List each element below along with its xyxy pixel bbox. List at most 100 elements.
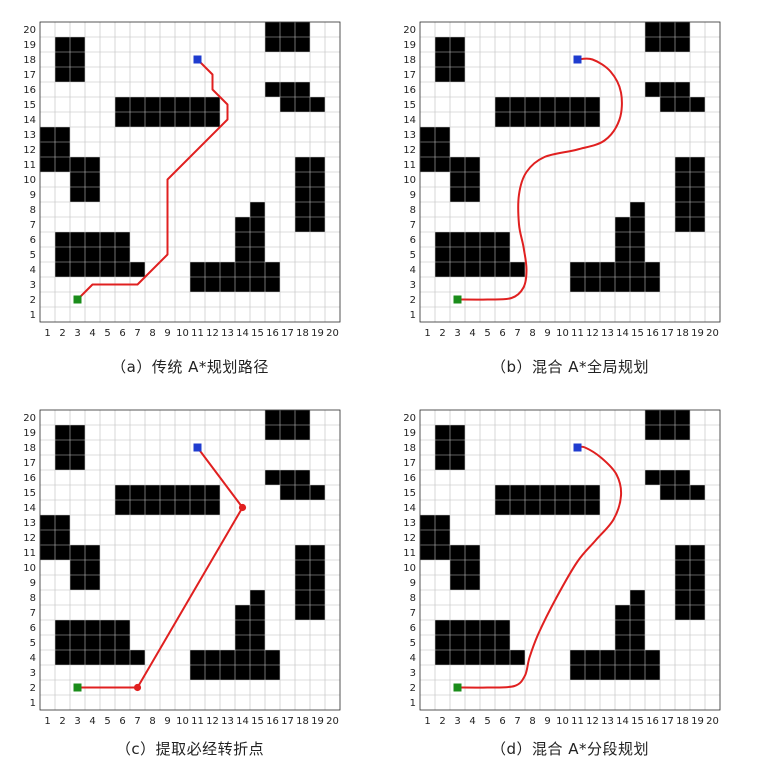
obstacle-cell — [570, 277, 585, 292]
y-tick-label: 17 — [403, 458, 416, 469]
obstacle-cell — [690, 590, 705, 605]
y-tick-label: 7 — [30, 220, 36, 231]
y-tick-label: 16 — [403, 85, 416, 96]
obstacle-cell — [510, 485, 525, 500]
x-tick-label: 18 — [296, 716, 309, 727]
obstacle-cell — [645, 22, 660, 37]
obstacle-cell — [85, 157, 100, 172]
y-tick-label: 14 — [23, 503, 36, 514]
y-tick-label: 8 — [410, 593, 416, 604]
obstacle-cell — [495, 232, 510, 247]
obstacle-cell — [55, 67, 70, 82]
panel-d: 1 2 3 4 5 6 7 8 9 10 11 12 13 14 15 16 17 18 19 20 1 2 3 4 5 6 7 8 9… — [380, 388, 760, 776]
x-tick-label: 20 — [706, 328, 719, 339]
obstacle-cell — [675, 485, 690, 500]
obstacle-cell — [40, 127, 55, 142]
obstacle-cell — [295, 605, 310, 620]
obstacle-cell — [130, 500, 145, 515]
obstacle-cell — [190, 97, 205, 112]
y-tick-label: 10 — [23, 563, 36, 574]
obstacle-cell — [40, 530, 55, 545]
obstacle-cell — [465, 247, 480, 262]
y-tick-label: 15 — [23, 488, 36, 499]
obstacle-cell — [295, 217, 310, 232]
obstacle-cell — [525, 500, 540, 515]
x-tick-label: 12 — [206, 716, 219, 727]
y-tick-label: 6 — [410, 623, 416, 634]
x-tick-label: 11 — [191, 716, 204, 727]
y-tick-label: 17 — [23, 458, 36, 469]
obstacle-cell — [220, 665, 235, 680]
obstacle-cell — [55, 620, 70, 635]
caption-d: （d）混合 A*分段规划 — [490, 740, 650, 758]
x-tick-label: 19 — [311, 716, 324, 727]
obstacle-cell — [435, 37, 450, 52]
obstacle-cell — [85, 635, 100, 650]
x-tick-label: 12 — [586, 716, 599, 727]
caption-a: （a）传统 A*规划路径 — [111, 358, 269, 376]
obstacle-cell — [675, 560, 690, 575]
obstacle-cell — [55, 37, 70, 52]
y-tick-label: 7 — [410, 220, 416, 231]
obstacle-cell — [295, 470, 310, 485]
obstacle-cell — [145, 485, 160, 500]
y-tick-label: 15 — [403, 488, 416, 499]
obstacle-cell — [265, 37, 280, 52]
obstacle-cell — [690, 605, 705, 620]
x-tick-label: 13 — [601, 328, 614, 339]
obstacle-cell — [115, 247, 130, 262]
obstacle-cell — [235, 635, 250, 650]
x-tick-label: 14 — [616, 328, 629, 339]
obstacle-cell — [585, 112, 600, 127]
obstacle-cell — [115, 635, 130, 650]
obstacle-cell — [495, 97, 510, 112]
obstacle-cell — [570, 97, 585, 112]
obstacle-cell — [435, 262, 450, 277]
obstacle-cell — [205, 97, 220, 112]
x-tick-label: 1 — [44, 328, 50, 339]
obstacle-cell — [310, 605, 325, 620]
obstacle-cell — [450, 545, 465, 560]
x-tick-label: 1 — [424, 328, 430, 339]
x-tick-label: 1 — [424, 716, 430, 727]
x-tick-label: 12 — [206, 328, 219, 339]
obstacle-cell — [250, 217, 265, 232]
obstacle-cell — [55, 157, 70, 172]
obstacle-cell — [310, 202, 325, 217]
x-tick-label: 3 — [74, 716, 80, 727]
start-marker — [73, 295, 82, 304]
obstacle-cell — [70, 232, 85, 247]
obstacle-cell — [250, 262, 265, 277]
x-tick-label: 19 — [691, 716, 704, 727]
obstacle-cell — [660, 97, 675, 112]
obstacle-cell — [585, 485, 600, 500]
obstacle-cell — [175, 112, 190, 127]
obstacle-cell — [295, 187, 310, 202]
y-tick-label: 1 — [30, 310, 36, 321]
y-tick-label: 6 — [30, 235, 36, 246]
obstacle-cell — [570, 665, 585, 680]
y-tick-label: 11 — [23, 548, 36, 559]
obstacle-cell — [420, 545, 435, 560]
obstacle-cell — [175, 500, 190, 515]
obstacle-cell — [630, 605, 645, 620]
obstacle-cell — [295, 425, 310, 440]
obstacle-cell — [465, 620, 480, 635]
obstacle-cell — [85, 187, 100, 202]
obstacle-cell — [525, 112, 540, 127]
start-marker — [453, 295, 462, 304]
x-tick-label: 3 — [454, 716, 460, 727]
obstacle-cell — [190, 500, 205, 515]
obstacle-cell — [450, 52, 465, 67]
obstacle-cell — [450, 560, 465, 575]
x-tick-label: 18 — [676, 716, 689, 727]
obstacle-cell — [115, 262, 130, 277]
obstacle-cell — [70, 560, 85, 575]
obstacle-cell — [630, 665, 645, 680]
obstacle-cell — [55, 142, 70, 157]
obstacle-cell — [85, 247, 100, 262]
turning-waypoint — [238, 503, 247, 512]
y-tick-label: 6 — [410, 235, 416, 246]
obstacle-cell — [250, 635, 265, 650]
obstacle-cell — [115, 485, 130, 500]
